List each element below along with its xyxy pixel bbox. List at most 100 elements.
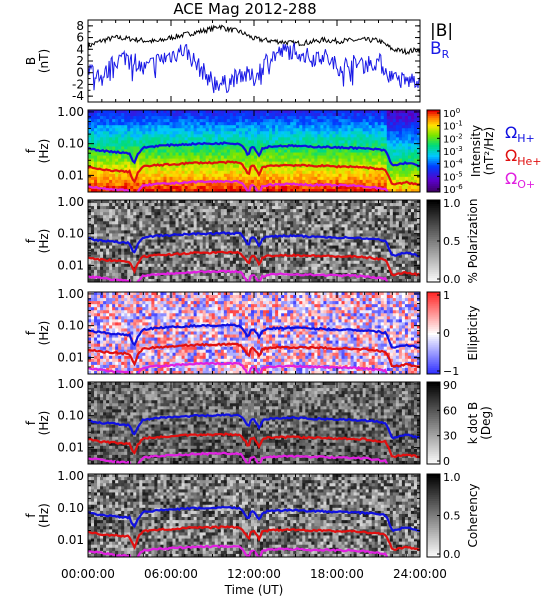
- mag-ytick-label: 6: [76, 31, 84, 45]
- mag-ytick-label: 4: [76, 42, 84, 56]
- time-ticks: [87, 110, 421, 192]
- polarization-colorbar: 1.0 0.5 0.0 % Polarization: [426, 197, 480, 286]
- intensity-He-gyro-line: [88, 160, 420, 186]
- colorbar-tick-label: 10-6: [443, 183, 463, 196]
- mag-ytick-label: 2: [76, 54, 84, 68]
- colorbar-tick-label: 0: [443, 327, 450, 340]
- ellipticity-ytick-label: 0.10: [57, 319, 84, 333]
- polarization-panel: 1.00 0.10 0.01 f(Hz) 1.0 0.5 0.0 % Polarization: [24, 195, 480, 286]
- mag-ytick-label: 8: [76, 19, 84, 33]
- ellipticity-colorbar-label: Ellipticity: [466, 306, 480, 361]
- coherency-ytick-label: 0.01: [57, 533, 84, 547]
- polarization-H-gyro-line: [88, 231, 420, 258]
- coherency-spectrogram: [88, 474, 420, 557]
- colorbar-tick-label: 10-2: [443, 132, 463, 145]
- ellipticity-panel: 1.00 0.10 0.01 f(Hz) 1 0 −1 Ellipticity: [24, 287, 480, 378]
- ellipticity-colorbar: 1 0 −1 Ellipticity: [426, 289, 480, 378]
- coherency-ytick-label: 0.10: [57, 501, 84, 515]
- colorbar-tick-label: 30: [443, 430, 457, 443]
- colorbar-tick-label: 0: [443, 455, 450, 468]
- legend-B-magnitude: |B|: [430, 21, 453, 41]
- intensity-ytick-label: 1.00: [57, 105, 84, 119]
- colorbar-tick-label: 90: [443, 379, 457, 392]
- figure-title: ACE Mag 2012-288: [173, 0, 316, 18]
- legend-omega-H: ΩH+: [505, 123, 535, 145]
- polarization-ytick-label: 0.01: [57, 258, 84, 272]
- ellipticity-ytick-label: 0.01: [57, 350, 84, 364]
- time-ticks: [87, 20, 421, 102]
- intensity-ytick-label: 0.10: [57, 137, 84, 151]
- polarization-ytick-label: 1.00: [57, 195, 84, 209]
- intensity-ylabel: f(Hz): [24, 139, 51, 164]
- time-tick-label: 06:00:00: [144, 567, 198, 581]
- kdotb-ytick-label: 1.00: [57, 377, 84, 391]
- mag-ytick-label: -4: [72, 89, 84, 103]
- intensity-spectrogram: [88, 110, 420, 192]
- kdotb-O-gyro-line: [88, 451, 389, 464]
- polarization-O-gyro-line: [88, 269, 389, 282]
- ellipticity-ylabel: f(Hz): [24, 321, 51, 346]
- time-tick-label: 18:00:00: [310, 567, 364, 581]
- time-ticks: [87, 200, 421, 282]
- colorbar-tick-label: 100: [443, 107, 460, 120]
- intensity-ytick-label: 0.01: [57, 168, 84, 182]
- time-tick-label: 24:00:00: [393, 567, 447, 581]
- coherency-ylabel: f(Hz): [24, 503, 51, 528]
- coherency-panel: 1.00 0.10 0.01 f(Hz) 1.0 0.5 0.0 Coherency: [24, 469, 480, 561]
- colorbar-tick-label: 1: [443, 289, 450, 302]
- time-axis-label: Time (UT): [224, 583, 284, 597]
- colorbar-tick-label: 10-3: [443, 145, 463, 158]
- coherency-He-gyro-line: [88, 525, 420, 552]
- time-tick-label: 00:00:00: [61, 567, 115, 581]
- colorbar-tick-label: 10-5: [443, 170, 463, 183]
- colorbar-tick-label: 1.0: [443, 471, 461, 484]
- ellipticity-H-gyro-line: [88, 323, 420, 349]
- mag-ytick-label: -2: [72, 77, 84, 91]
- legend-omega-O: ΩO+: [505, 169, 535, 191]
- colorbar-tick-label: 10-4: [443, 158, 463, 171]
- colorbar-tick-label: 0.5: [443, 510, 461, 523]
- polarization-colorbar-label: % Polarization: [466, 199, 480, 284]
- polarization-ylabel: f(Hz): [24, 229, 51, 254]
- kdotb-He-gyro-line: [88, 432, 420, 459]
- ellipticity-ytick-label: 1.00: [57, 287, 84, 301]
- coherency-H-gyro-line: [88, 505, 420, 533]
- series-line-B-magnitude: [88, 24, 420, 56]
- ellipticity-O-gyro-line: [88, 361, 389, 374]
- kdotb-ytick-label: 0.01: [57, 440, 84, 454]
- intensity-panel: 1.00 0.10 0.01 f(Hz) 10010-110-210-310-410-5…: [24, 105, 542, 196]
- kdotb-H-gyro-line: [88, 413, 420, 440]
- polarization-ytick-label: 0.10: [57, 227, 84, 241]
- series-line-B-R: [88, 42, 420, 94]
- kdotb-ytick-label: 0.10: [57, 409, 84, 423]
- colorbar-tick-label: 0.5: [443, 235, 461, 248]
- ellipticity-spectrogram: [88, 292, 420, 374]
- intensity-H-gyro-line: [88, 141, 420, 168]
- colorbar-tick-label: 0.0: [443, 273, 461, 286]
- mag-ytick-label: 0: [76, 66, 84, 80]
- time-ticks: [87, 474, 421, 557]
- time-ticks: [87, 292, 421, 374]
- colorbar-tick-label: −1: [443, 365, 459, 378]
- kdotb-panel: 1.00 0.10 0.01 f(Hz) 90 60 30 0 k dot B(Deg): [24, 377, 493, 468]
- coherency-ytick-label: 1.00: [57, 469, 84, 483]
- kdotb-colorbar: 90 60 30 0 k dot B(Deg): [426, 379, 493, 468]
- coherency-O-gyro-line: [88, 544, 389, 557]
- kdotb-colorbar-label: k dot B(Deg): [466, 402, 493, 444]
- colorbar-tick-label: 10-1: [443, 120, 463, 133]
- coherency-colorbar-label: Coherency: [466, 483, 480, 547]
- kdotb-ylabel: f(Hz): [24, 411, 51, 436]
- polarization-He-gyro-line: [88, 250, 420, 277]
- kdotb-spectrogram: [88, 382, 420, 464]
- colorbar-tick-label: 0.0: [443, 548, 461, 561]
- legend-B-R: BR: [430, 39, 450, 61]
- colorbar-tick-label: 60: [443, 404, 457, 417]
- legend-omega-He: ΩHe+: [505, 146, 542, 168]
- coherency-colorbar: 1.0 0.5 0.0 Coherency: [426, 471, 480, 561]
- intensity-colorbar-label: Intensity(nT²/Hz): [469, 125, 496, 177]
- time-tick-label: 12:00:00: [227, 567, 281, 581]
- kdotb-colorbar-frame: [426, 381, 441, 465]
